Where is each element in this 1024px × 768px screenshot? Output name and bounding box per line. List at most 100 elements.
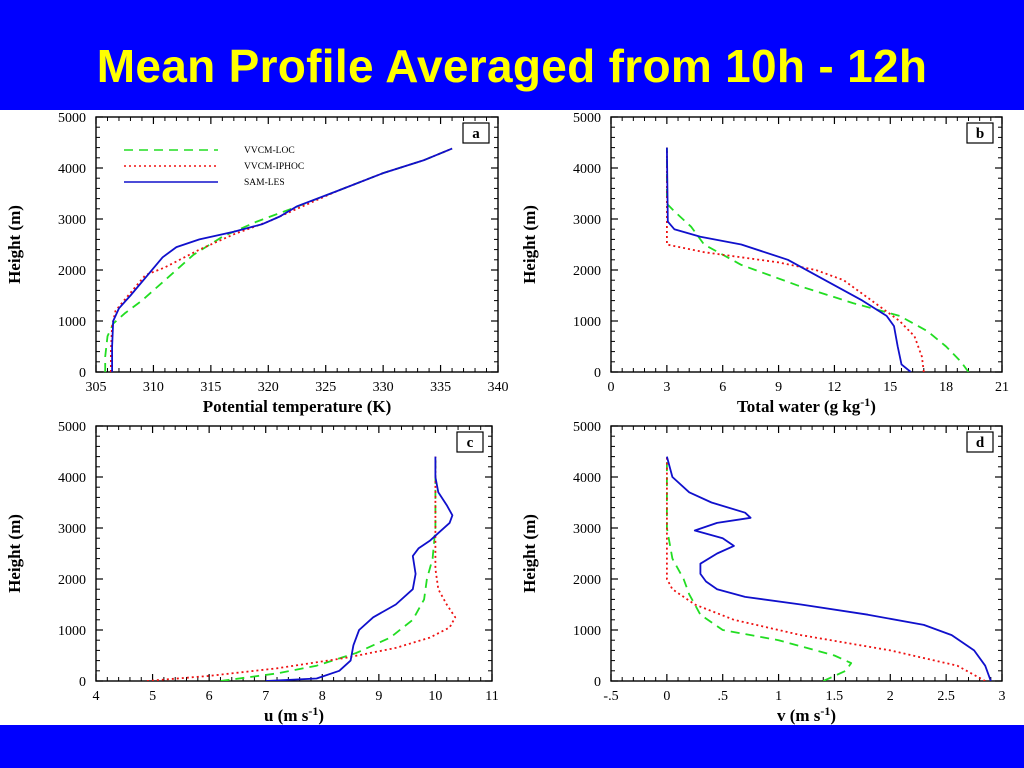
- y-tick-label: 4000: [58, 162, 86, 177]
- plot-frame: [95, 116, 499, 373]
- y-tick-label: 2000: [58, 264, 86, 279]
- series-line-sam-les: [666, 456, 992, 681]
- y-tick-label: 5000: [573, 111, 601, 126]
- x-tick-label: .5: [717, 689, 728, 704]
- x-tick-label: 21: [995, 380, 1009, 395]
- slide-title: Mean Profile Averaged from 10h - 12h: [96, 40, 928, 92]
- series-line-vvcm-loc: [666, 456, 853, 681]
- x-tick-label: 7: [262, 689, 269, 704]
- x-axis-label: v (m s-1): [777, 704, 836, 725]
- y-tick-label: 0: [594, 366, 601, 381]
- x-axis-label-end: ): [318, 706, 324, 725]
- x-tick-label: 6: [206, 689, 213, 704]
- x-axis-label: u (m s-1): [264, 704, 324, 725]
- x-axis-label-text: Potential temperature (K): [203, 397, 392, 416]
- panel-c: 4 5 6 7 8 9 10 11 0 1000 2000 3000 4000 5000 u (m s-1)…: [5, 420, 499, 725]
- x-tick-label: 5: [149, 689, 156, 704]
- x-tick-label: 320: [258, 380, 279, 395]
- x-axis-label-superscript: -1: [308, 704, 318, 718]
- footer-banner: [0, 725, 1024, 768]
- y-tick-label: 3000: [573, 213, 601, 228]
- legend-label: SAM-LES: [244, 178, 285, 188]
- x-tick-label: 0: [663, 689, 670, 704]
- x-axis-label-end: ): [870, 397, 876, 416]
- y-tick-label: 4000: [573, 162, 601, 177]
- series-line-vvcm-loc: [220, 456, 437, 681]
- x-tick-label: 315: [200, 380, 221, 395]
- series-line-vvcm-iphoc: [666, 147, 925, 372]
- x-tick-label: 3: [999, 689, 1006, 704]
- x-tick-label: 2.5: [937, 689, 955, 704]
- plot-frame: [610, 116, 1003, 373]
- panel-label: b: [976, 126, 984, 142]
- x-tick-label: 1.5: [826, 689, 844, 704]
- x-tick-label: 4: [93, 689, 100, 704]
- series-line-vvcm-loc: [666, 147, 970, 372]
- panel-b: 0 3 6 9 12 15 18 21 0 1000 2000 3000 4000 5000 Total w…: [520, 111, 1009, 416]
- x-tick-label: 8: [319, 689, 326, 704]
- x-axis-label-text: Total water (g kg: [737, 397, 861, 416]
- x-tick-label: 11: [485, 689, 498, 704]
- y-axis-label: Height (m): [520, 205, 539, 284]
- legend: VVCM-LOC VVCM-IPHOC SAM-LES: [124, 146, 304, 188]
- legend-label: VVCM-IPHOC: [244, 162, 304, 172]
- y-tick-label: 0: [594, 675, 601, 690]
- x-tick-label: -.5: [603, 689, 618, 704]
- y-tick-label: 4000: [573, 471, 601, 486]
- y-axis-label: Height (m): [5, 205, 24, 284]
- x-tick-label: 3: [663, 380, 670, 395]
- y-tick-label: 4000: [58, 471, 86, 486]
- y-tick-label: 1000: [573, 315, 601, 330]
- x-tick-label: 340: [488, 380, 509, 395]
- panel-label: a: [472, 126, 480, 142]
- x-axis-label-end: ): [830, 706, 836, 725]
- x-tick-label: 15: [883, 380, 897, 395]
- panel-label-box: [966, 122, 994, 144]
- x-axis-label: Potential temperature (K): [203, 397, 392, 416]
- x-tick-label: 330: [373, 380, 394, 395]
- y-tick-label: 3000: [58, 213, 86, 228]
- panel-label: c: [467, 435, 474, 451]
- x-tick-label: 18: [939, 380, 953, 395]
- y-axis-label: Height (m): [520, 514, 539, 593]
- profile-figure: 305 310 315 320 325 330 335 3400100020003000400…: [5, 111, 1009, 725]
- x-tick-label: 9: [775, 380, 782, 395]
- x-tick-label: 6: [719, 380, 726, 395]
- x-tick-label: 9: [375, 689, 382, 704]
- y-tick-label: 3000: [573, 522, 601, 537]
- panel-label-box: [462, 122, 490, 144]
- series-line-vvcm-iphoc: [666, 456, 986, 681]
- y-tick-label: 1000: [58, 315, 86, 330]
- y-tick-label: 2000: [58, 573, 86, 588]
- x-tick-label: 12: [827, 380, 841, 395]
- title-banner: [0, 0, 1024, 110]
- legend-label: VVCM-LOC: [244, 146, 295, 156]
- y-tick-label: 2000: [573, 573, 601, 588]
- x-axis-label-text: v (m s: [777, 706, 821, 725]
- x-axis-label-text: u (m s: [264, 706, 309, 725]
- x-axis-label-superscript: -1: [860, 395, 870, 409]
- x-axis-label: Total water (g kg-1): [737, 395, 876, 416]
- x-axis-label-superscript: -1: [820, 704, 830, 718]
- y-axis-label: Height (m): [5, 514, 24, 593]
- y-tick-label: 0: [79, 366, 86, 381]
- series-line-sam-les: [111, 147, 453, 372]
- series-line-sam-les: [265, 456, 454, 681]
- y-tick-label: 5000: [58, 111, 86, 126]
- series-line-vvcm-iphoc: [146, 456, 457, 681]
- x-tick-label: 1: [775, 689, 782, 704]
- plot-frame: [610, 425, 1003, 682]
- x-tick-label: 325: [315, 380, 336, 395]
- x-tick-label: 310: [143, 380, 164, 395]
- y-tick-label: 0: [79, 675, 86, 690]
- plot-frame: [95, 425, 493, 682]
- x-tick-label: 335: [430, 380, 451, 395]
- y-tick-label: 1000: [573, 624, 601, 639]
- series-line-sam-les: [666, 147, 912, 372]
- panel-label-box: [966, 431, 994, 453]
- y-tick-label: 5000: [58, 420, 86, 435]
- x-tick-label: 2: [887, 689, 894, 704]
- panel-a: 305 310 315 320 325 330 335 340 0 1000 2000 3000 400…: [5, 111, 509, 416]
- x-tick-label: 305: [86, 380, 107, 395]
